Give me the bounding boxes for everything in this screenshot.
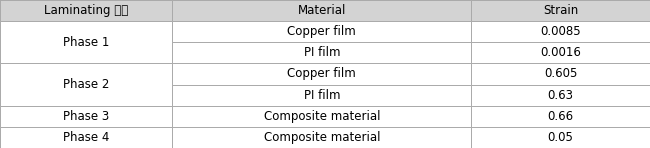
Text: Composite material: Composite material	[263, 131, 380, 144]
Bar	[172, 63, 471, 85]
Bar	[471, 127, 650, 148]
Bar	[0, 106, 172, 127]
Bar	[0, 0, 172, 21]
Text: Phase 1: Phase 1	[63, 36, 109, 49]
Text: 0.66: 0.66	[547, 110, 574, 123]
Text: Strain: Strain	[543, 4, 578, 17]
Bar	[471, 21, 650, 42]
Bar	[172, 21, 471, 42]
Text: PI film: PI film	[304, 46, 340, 59]
Text: Copper film: Copper film	[287, 67, 356, 81]
Bar	[172, 85, 471, 106]
Text: Material: Material	[298, 4, 346, 17]
Text: Laminating 구간: Laminating 구간	[44, 4, 128, 17]
Bar	[471, 106, 650, 127]
Bar	[0, 21, 172, 63]
Text: Phase 3: Phase 3	[63, 110, 109, 123]
Text: Composite material: Composite material	[263, 110, 380, 123]
Bar	[471, 85, 650, 106]
Bar	[471, 0, 650, 21]
Text: 0.0016: 0.0016	[540, 46, 581, 59]
Bar	[0, 63, 172, 106]
Bar	[471, 63, 650, 85]
Bar	[172, 0, 471, 21]
Text: Phase 4: Phase 4	[63, 131, 109, 144]
Text: 0.605: 0.605	[544, 67, 577, 81]
Text: Copper film: Copper film	[287, 25, 356, 38]
Text: 0.0085: 0.0085	[540, 25, 581, 38]
Text: PI film: PI film	[304, 89, 340, 102]
Bar	[172, 127, 471, 148]
Bar	[0, 127, 172, 148]
Bar	[172, 106, 471, 127]
Text: Phase 2: Phase 2	[63, 78, 109, 91]
Bar	[471, 42, 650, 63]
Bar	[172, 42, 471, 63]
Text: 0.63: 0.63	[547, 89, 573, 102]
Text: 0.05: 0.05	[548, 131, 573, 144]
